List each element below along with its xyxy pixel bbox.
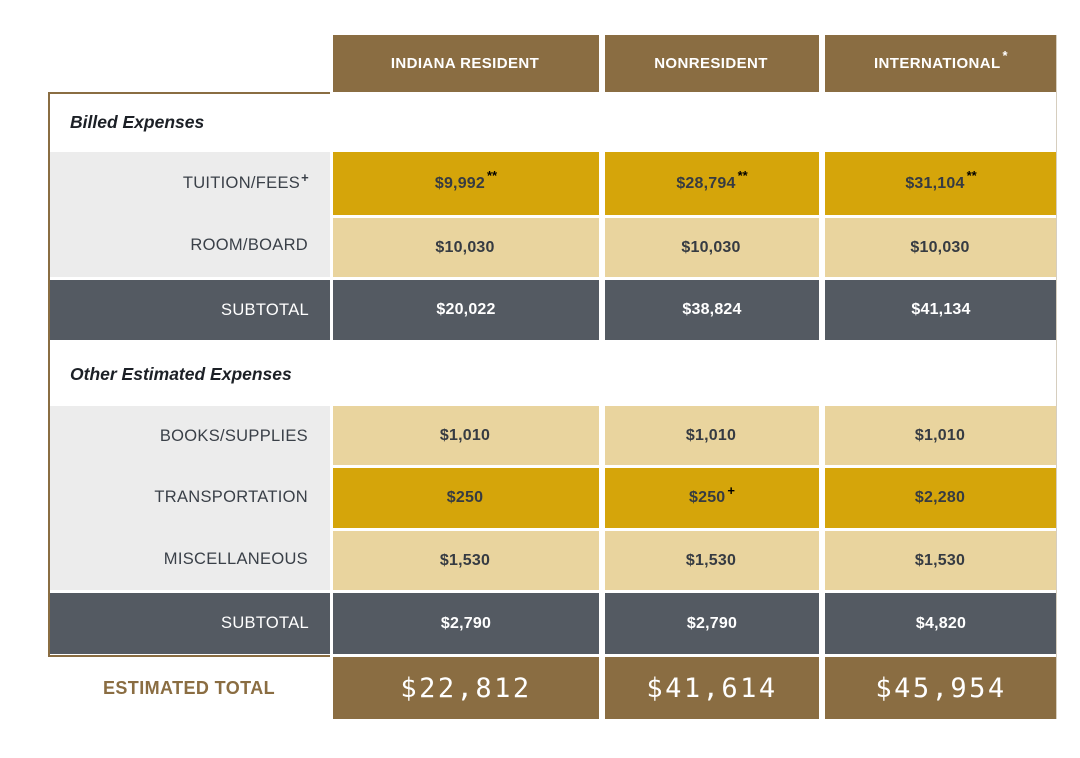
cell-books-indiana-resident: $1,010 [333, 406, 599, 468]
total-amount: $45,954 [875, 672, 1007, 704]
section-title-other-estimated-expenses: Other Estimated Expenses [48, 343, 330, 406]
amount: $250 [689, 489, 726, 506]
amount: $38,824 [682, 301, 742, 318]
double-asterisk-superscript: ** [487, 168, 498, 183]
cell-tuition-international: $31,104 ** [825, 152, 1057, 218]
column-header-label: NONRESIDENT [654, 55, 768, 72]
cell-subtotal-billed-nonresident: $38,824 [605, 280, 819, 343]
amount: $2,790 [440, 614, 492, 632]
billed-expenses-label-column: TUITION/FEES + ROOM/BOARD [48, 152, 330, 280]
row-label-transportation: TRANSPORTATION [48, 467, 330, 528]
amount: $41,134 [911, 301, 971, 318]
amount: $9,992 [434, 174, 485, 192]
cell-subtotal-billed-international: $41,134 [825, 280, 1057, 343]
amount: $1,530 [439, 551, 491, 569]
amount: $2,280 [914, 489, 966, 506]
row-label-estimated-total: ESTIMATED TOTAL [48, 657, 330, 719]
amount: $4,820 [915, 614, 967, 632]
row-label-books-supplies: BOOKS/SUPPLIES [48, 406, 330, 467]
column-header-indiana-resident: INDIANA RESIDENT [333, 35, 599, 92]
cell-tuition-indiana-resident: $9,992 ** [333, 152, 599, 218]
row-label-text: TUITION/FEES [182, 173, 301, 192]
row-label-subtotal-billed: SUBTOTAL [48, 280, 330, 343]
asterisk-superscript: * [1002, 48, 1009, 63]
amount: $10,030 [681, 238, 741, 256]
other-expenses-label-column: BOOKS/SUPPLIES TRANSPORTATION MISCELLANE… [48, 406, 330, 593]
cell-estimated-total-indiana-resident: $22,812 [333, 657, 599, 719]
cell-books-international: $1,010 [825, 406, 1057, 468]
row-label-tuition-fees: TUITION/FEES + [48, 152, 330, 215]
total-amount: $41,614 [646, 672, 778, 704]
row-label-text: TRANSPORTATION [154, 488, 308, 507]
amount: $1,530 [685, 551, 737, 569]
cell-room-board-indiana-resident: $10,030 [333, 218, 599, 280]
amount: $2,790 [686, 614, 738, 632]
row-label-miscellaneous: MISCELLANEOUS [48, 529, 330, 590]
cell-miscellaneous-nonresident: $1,530 [605, 531, 819, 593]
cell-miscellaneous-indiana-resident: $1,530 [333, 531, 599, 593]
amount: $1,010 [439, 426, 491, 444]
amount: $10,030 [435, 238, 495, 256]
cell-estimated-total-international: $45,954 [825, 657, 1057, 719]
cell-room-board-nonresident: $10,030 [605, 218, 819, 280]
amount: $20,022 [436, 301, 496, 318]
cell-miscellaneous-international: $1,530 [825, 531, 1057, 593]
row-label-text: BOOKS/SUPPLIES [159, 427, 308, 446]
column-header-international: INTERNATIONAL * [825, 35, 1057, 92]
cell-transportation-international: $2,280 [825, 468, 1057, 531]
cell-books-nonresident: $1,010 [605, 406, 819, 468]
total-amount: $22,812 [400, 672, 532, 704]
amount: $28,794 [676, 174, 736, 192]
cell-subtotal-other-nonresident: $2,790 [605, 593, 819, 657]
amount: $1,530 [914, 551, 966, 569]
amount: $1,010 [685, 426, 737, 444]
section-title-billed-expenses: Billed Expenses [48, 92, 330, 152]
cell-tuition-nonresident: $28,794 ** [605, 152, 819, 218]
row-label-subtotal-other: SUBTOTAL [48, 593, 330, 657]
double-asterisk-superscript: ** [966, 168, 977, 183]
row-label-room-board: ROOM/BOARD [48, 215, 330, 278]
cell-room-board-international: $10,030 [825, 218, 1057, 280]
amount: $1,010 [914, 426, 966, 444]
column-header-label: INTERNATIONAL [873, 55, 1001, 72]
column-header-nonresident: NONRESIDENT [605, 35, 819, 92]
plus-superscript: + [301, 169, 309, 185]
cost-table-grid: INDIANA RESIDENT NONRESIDENT INTERNATION… [48, 35, 1057, 719]
cell-subtotal-billed-indiana-resident: $20,022 [333, 280, 599, 343]
plus-superscript: + [727, 482, 735, 498]
amount: $31,104 [905, 174, 965, 192]
amount: $10,030 [910, 238, 970, 256]
cell-transportation-indiana-resident: $250 [333, 468, 599, 531]
cell-subtotal-other-international: $4,820 [825, 593, 1057, 657]
cell-estimated-total-nonresident: $41,614 [605, 657, 819, 719]
row-label-text: MISCELLANEOUS [163, 549, 308, 568]
column-header-label: INDIANA RESIDENT [390, 55, 540, 72]
row-label-text: ROOM/BOARD [190, 236, 308, 255]
cell-subtotal-other-indiana-resident: $2,790 [333, 593, 599, 657]
cell-transportation-nonresident: $250 + [605, 468, 819, 531]
amount: $250 [446, 489, 484, 506]
double-asterisk-superscript: ** [737, 168, 748, 183]
